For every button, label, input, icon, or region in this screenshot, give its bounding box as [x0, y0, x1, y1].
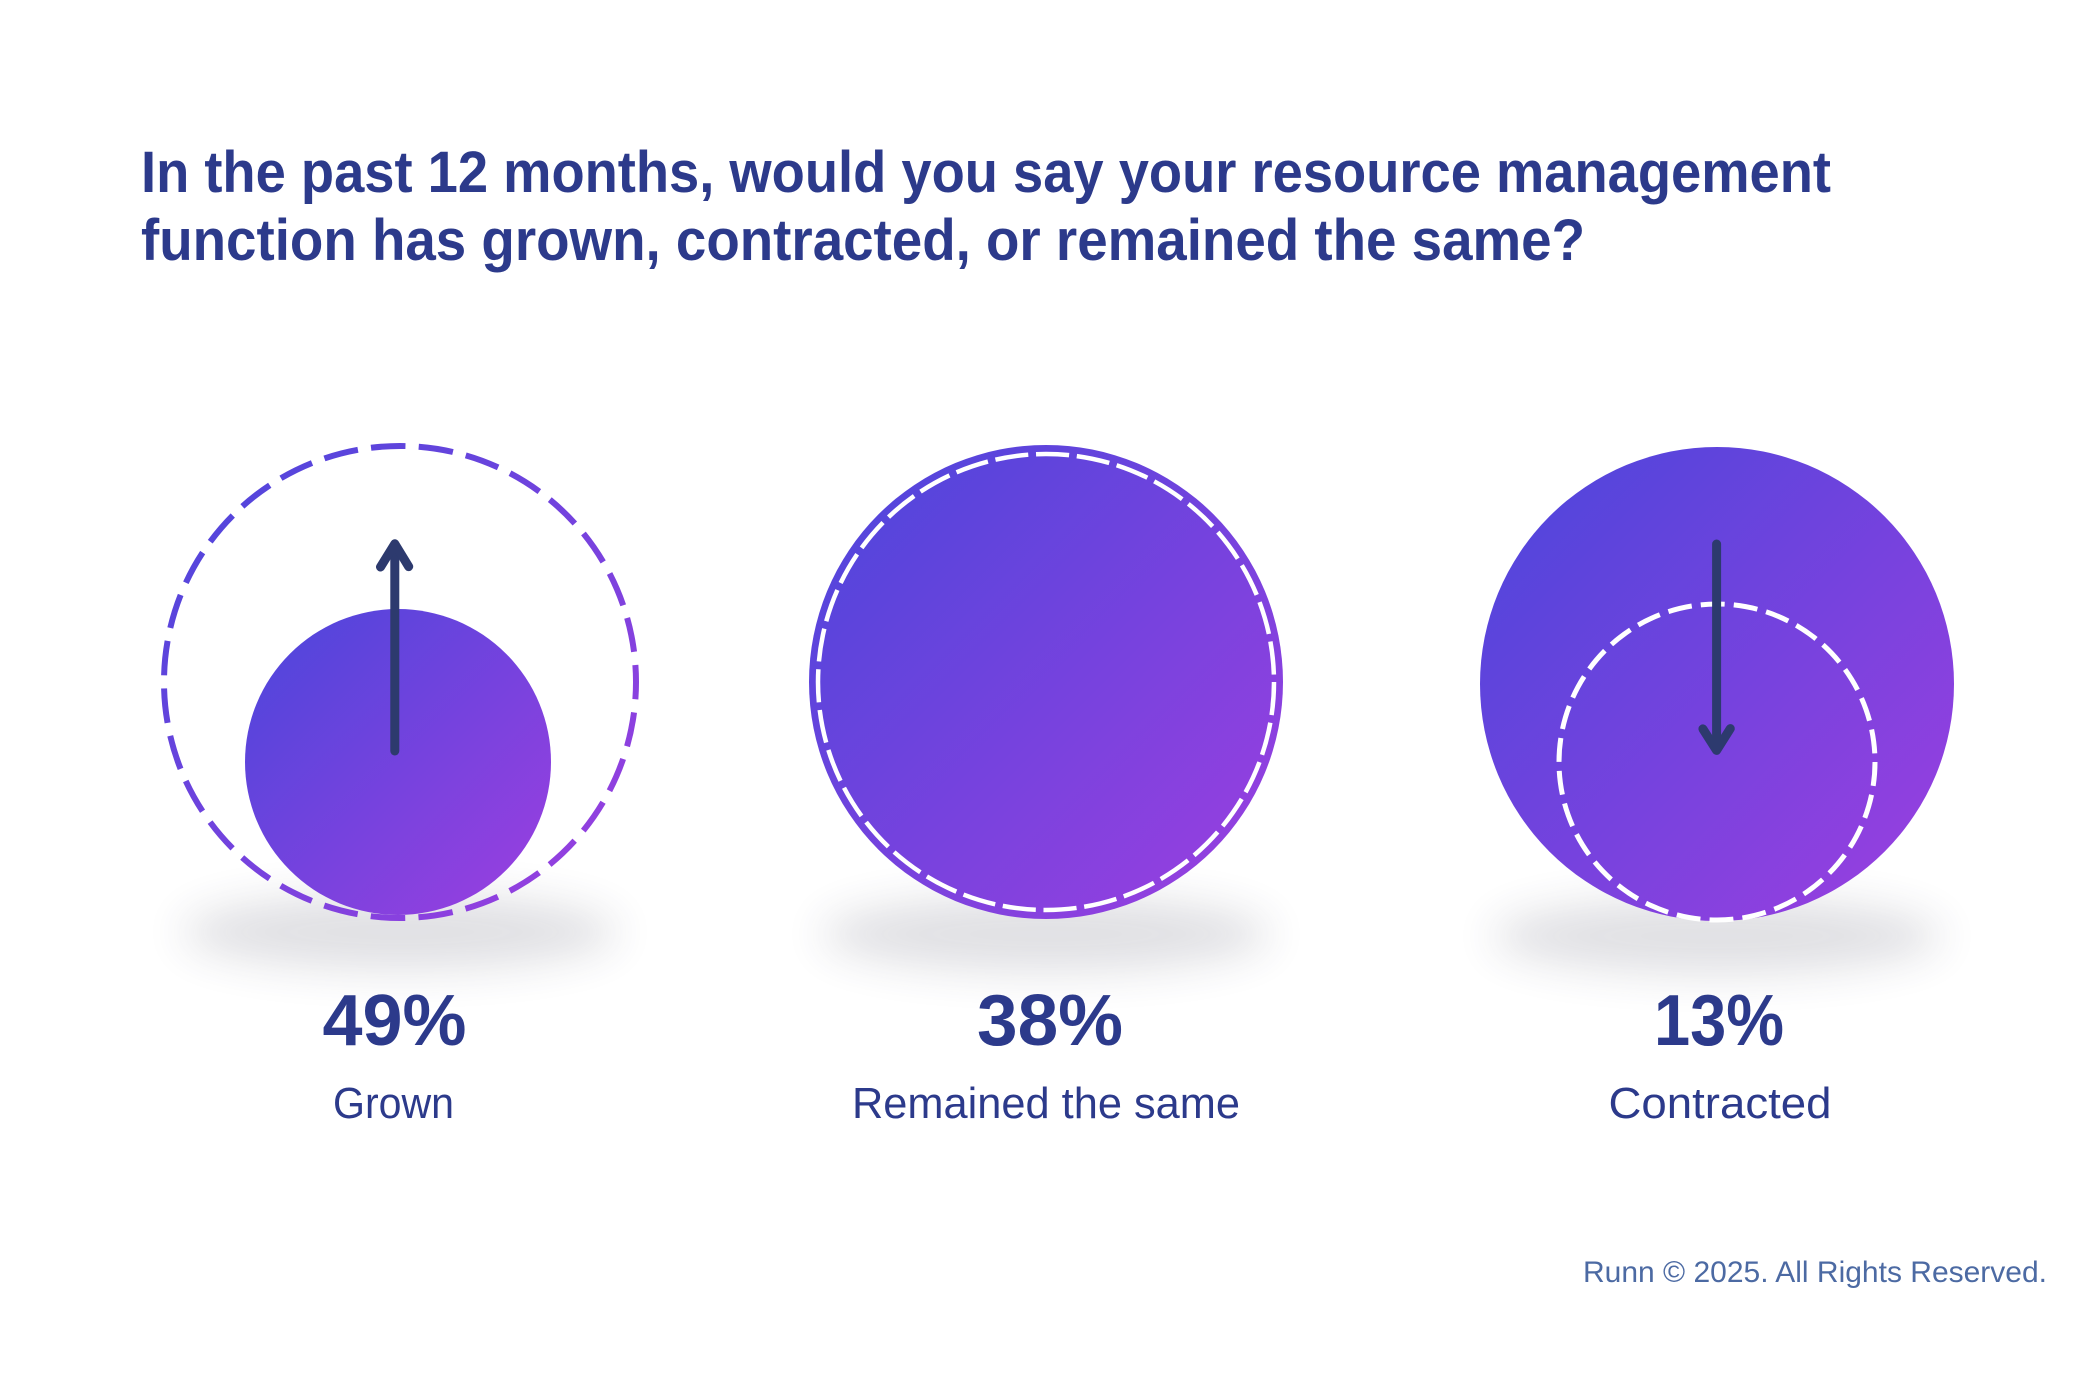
- svg-text:13%: 13%: [1654, 981, 1784, 1061]
- svg-text:49%: 49%: [323, 981, 467, 1061]
- svg-text:Contracted: Contracted: [1609, 1079, 1832, 1128]
- svg-text:function has grown, contracted: function has grown, contracted, or remai…: [141, 208, 1585, 273]
- svg-text:Grown: Grown: [333, 1079, 454, 1128]
- svg-text:In the past 12 months, would y: In the past 12 months, would you say you…: [141, 140, 1831, 205]
- svg-text:Runn © 2025. All Rights Reserv: Runn © 2025. All Rights Reserved.: [1583, 1256, 2047, 1289]
- svg-text:38%: 38%: [977, 981, 1123, 1061]
- svg-text:Remained the same: Remained the same: [852, 1079, 1240, 1128]
